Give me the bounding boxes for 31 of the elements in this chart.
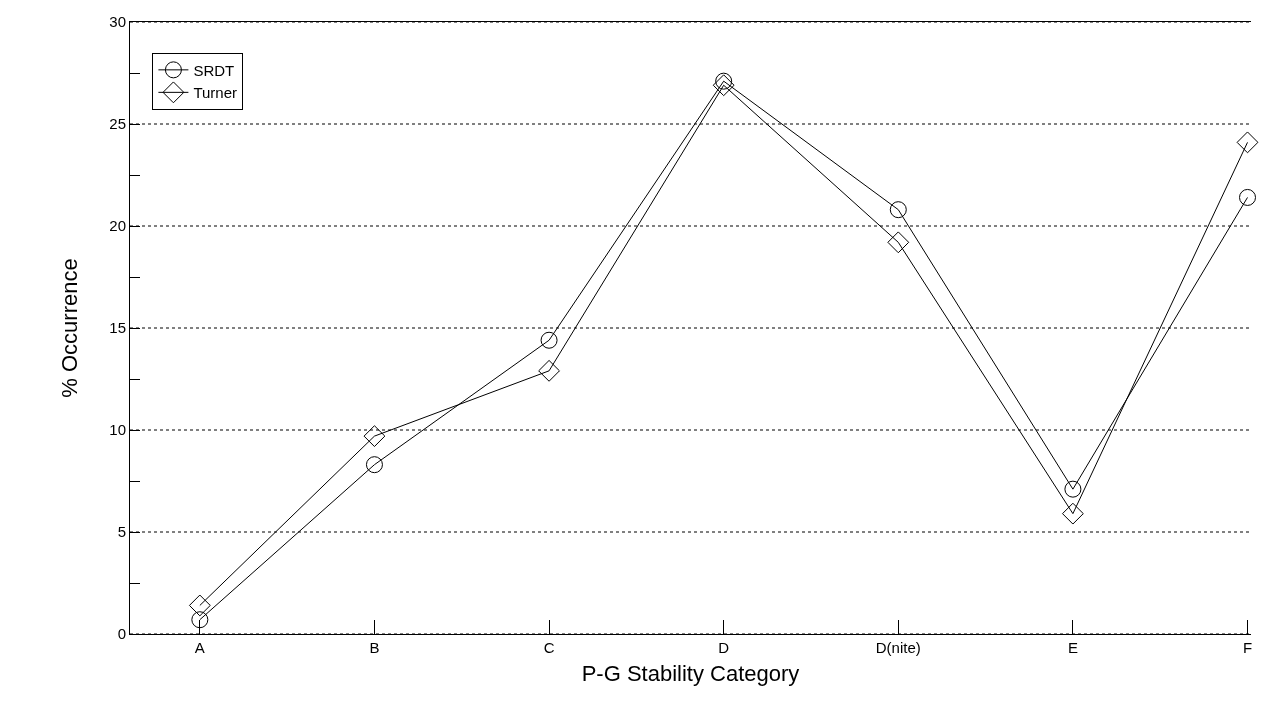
x-tick-label: E (1067, 639, 1078, 656)
x-tick-label: B (369, 639, 380, 656)
x-tick-label: D (718, 639, 730, 656)
x-tick-label: A (194, 639, 205, 656)
point (1064, 480, 1082, 498)
point (188, 594, 211, 617)
point (363, 425, 386, 448)
y-axis-title: % Occurrence (57, 258, 83, 398)
x-tick-label: C (543, 639, 555, 656)
y-tick-label: 5 (117, 523, 126, 541)
point (889, 201, 907, 219)
legend-label: SRDT (193, 61, 235, 79)
point (365, 456, 383, 474)
y-tick-label: 25 (109, 115, 126, 133)
point (540, 331, 558, 349)
y-tick-label: 15 (109, 319, 126, 337)
x-tick-label: F (1242, 639, 1253, 656)
point (1236, 131, 1259, 154)
point (1239, 188, 1257, 206)
point (1062, 502, 1084, 525)
y-tick-label: 30 (109, 13, 126, 31)
x-axis-title: P-G Stability Category (581, 660, 800, 686)
point (887, 231, 910, 254)
y-tick-label: 10 (109, 421, 126, 439)
point (712, 74, 735, 97)
x-tick-label: D(nite) (875, 639, 921, 656)
point (191, 611, 209, 629)
point (538, 359, 560, 382)
y-tick-label: 20 (109, 217, 126, 235)
legend-label: Turner (193, 84, 238, 102)
y-tick-label: 0 (117, 625, 126, 643)
